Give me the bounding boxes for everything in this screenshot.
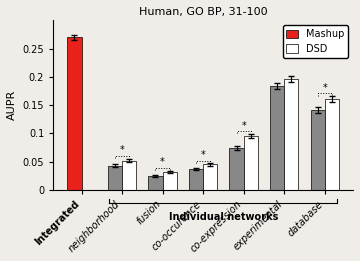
Text: *: * (241, 121, 246, 130)
Bar (284, 79, 298, 190)
Bar (122, 161, 136, 190)
Bar (229, 148, 244, 190)
Title: Human, GO BP, 31-100: Human, GO BP, 31-100 (139, 7, 267, 17)
Bar (244, 136, 258, 190)
Bar (270, 86, 284, 190)
Bar (203, 164, 217, 190)
Bar (325, 99, 339, 190)
Text: *: * (322, 83, 327, 93)
Text: Individual networks: Individual networks (169, 212, 278, 222)
Text: *: * (120, 145, 125, 156)
Bar (189, 169, 203, 190)
Bar (67, 37, 81, 190)
Legend: Mashup, DSD: Mashup, DSD (283, 25, 348, 58)
Bar (148, 176, 163, 190)
Text: *: * (201, 150, 206, 160)
Bar (163, 172, 177, 190)
Bar (108, 165, 122, 190)
Y-axis label: AUPR: AUPR (7, 90, 17, 120)
Text: *: * (160, 157, 165, 167)
Bar (311, 110, 325, 190)
